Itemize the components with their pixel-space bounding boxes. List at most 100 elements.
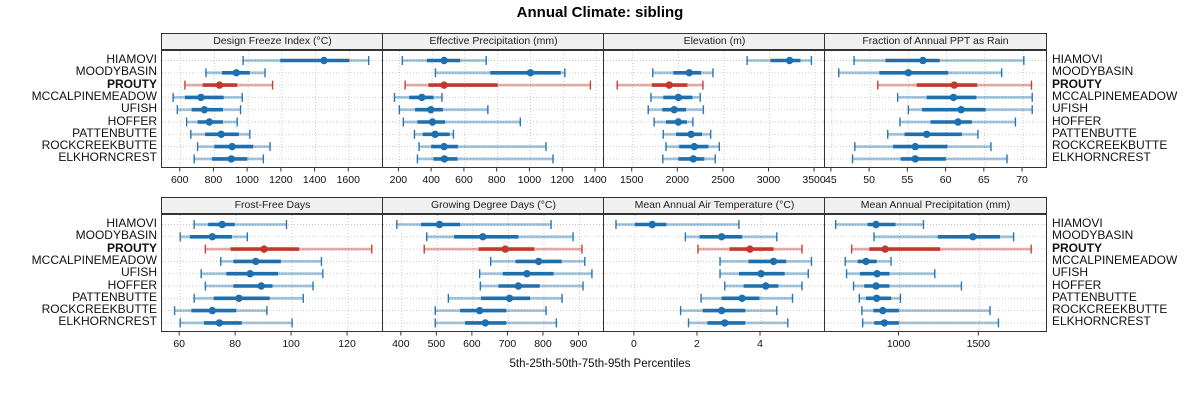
median-dot-hoffer	[428, 118, 437, 126]
median-dot-moodybasin	[717, 233, 726, 241]
tick-label: 1200	[269, 174, 293, 186]
median-dot-moodybasin	[208, 233, 217, 241]
x-axis-frost-free-days: 60 80 100 120	[161, 330, 382, 350]
median-dot-mccalpinemeadow	[674, 93, 683, 102]
site-label-right-hoffer: HOFFER	[1052, 113, 1102, 128]
median-dot-moodybasin	[969, 233, 977, 241]
median-dot-ufish	[427, 106, 435, 114]
median-dot-ufish	[200, 106, 209, 114]
median-dot-hiamovi	[435, 220, 444, 229]
panel-header-effective-precipitation-mm: Effective Precipitation (mm)	[382, 33, 605, 50]
tick-label: 120	[338, 338, 356, 350]
tick-label: 400	[392, 338, 410, 350]
site-label-left-ufish: UFISH	[121, 265, 157, 280]
median-dot-elkhorncrest	[215, 319, 224, 327]
x-axis-label: 5th-25th-50th-75th-95th Percentiles	[509, 358, 691, 370]
tick-label: 800	[534, 338, 552, 350]
tick-label: 70	[1016, 174, 1028, 186]
tick-label: 3500	[802, 174, 826, 186]
median-dot-pattenbutte	[235, 294, 243, 302]
tick-label: 4	[757, 338, 763, 350]
median-dot-elkhorncrest	[689, 155, 698, 163]
median-dot-elkhorncrest	[880, 319, 889, 327]
site-label-left-mccalpinemeadow: MCCALPINEMEADOW	[31, 252, 157, 267]
tick-label: 1000	[235, 174, 259, 186]
tick-label: 2500	[711, 174, 735, 186]
median-dot-hoffer	[872, 282, 880, 290]
x-axis-svg-growing-degree-days-c: 400 500 600 700 800 900	[392, 331, 587, 350]
median-dot-ufish	[757, 270, 765, 278]
site-label-left-hoffer: HOFFER	[107, 113, 157, 128]
tick-label: 60	[173, 338, 185, 350]
x-axis-elevation-m: 1500 2000 2500 3000 3500	[603, 166, 826, 186]
median-dot-moodybasin	[479, 233, 487, 241]
tick-label: 1400	[583, 174, 607, 186]
panel-header-growing-degree-days-c: Growing Degree Days (°C)	[382, 197, 605, 214]
site-label-left-pattenbutte: PATTENBUTTE	[72, 289, 157, 304]
median-dot-ufish	[873, 270, 881, 278]
median-dot-pattenbutte	[505, 294, 514, 302]
median-dot-mccalpinemeadow	[769, 257, 778, 266]
panel-effective-precipitation-mm	[382, 50, 605, 168]
median-dot-prouty	[881, 245, 889, 253]
site-label-left-ufish: UFISH	[121, 101, 157, 116]
site-label-right-prouty: PROUTY	[1052, 76, 1103, 91]
site-label-right-pattenbutte: PATTENBUTTE	[1052, 289, 1137, 304]
median-dot-hiamovi	[320, 56, 328, 65]
x-axis-growing-degree-days-c: 400 500 600 700 800 900	[382, 330, 603, 350]
chart-title: Annual Climate: sibling	[516, 4, 684, 21]
site-label-left-rockcreekbutte: ROCKCREEKBUTTE	[41, 302, 157, 317]
site-label-left-moodybasin: MOODYBASIN	[75, 64, 157, 79]
site-label-right-rockcreekbutte: ROCKCREEKBUTTE	[1052, 138, 1168, 153]
median-dot-rockcreekbutte	[717, 306, 726, 315]
median-dot-mccalpinemeadow	[862, 257, 870, 266]
panel-plot-mean-annual-precipitation-mm	[825, 215, 1046, 331]
median-dot-hoffer	[674, 118, 683, 126]
site-label-left-mccalpinemeadow: MCCALPINEMEADOW	[31, 88, 157, 103]
site-label-right-prouty: PROUTY	[1052, 240, 1103, 255]
site-label-left-moodybasin: MOODYBASIN	[75, 228, 157, 243]
median-dot-pattenbutte	[431, 130, 439, 138]
x-axis-svg-mean-annual-precipitation-mm: 1000 1500	[887, 331, 990, 350]
panel-frost-free-days	[161, 214, 384, 332]
median-dot-mccalpinemeadow	[252, 257, 260, 266]
site-label-left-hoffer: HOFFER	[107, 277, 157, 292]
median-dot-hiamovi	[648, 220, 656, 229]
median-dot-rockcreekbutte	[690, 142, 698, 151]
panel-header-elevation-m: Elevation (m)	[603, 33, 826, 50]
tick-label: 200	[390, 174, 408, 186]
site-label-left-pattenbutte: PATTENBUTTE	[72, 125, 157, 140]
tick-label: 600	[171, 174, 189, 186]
tick-label: 2	[694, 338, 700, 350]
x-axis-svg-elevation-m: 1500 2000 2500 3000 3500	[620, 167, 826, 186]
tick-label: 600	[463, 338, 481, 350]
tick-label: 500	[428, 338, 446, 350]
median-dot-moodybasin	[232, 69, 241, 77]
median-dot-mccalpinemeadow	[534, 257, 543, 266]
median-dot-mccalpinemeadow	[197, 93, 205, 102]
tick-label: 800	[488, 174, 506, 186]
site-label-right-rockcreekbutte: ROCKCREEKBUTTE	[1052, 302, 1168, 317]
site-label-left-prouty: PROUTY	[106, 240, 157, 255]
median-dot-pattenbutte	[738, 294, 746, 302]
median-dot-ufish	[523, 270, 531, 278]
panel-plot-design-freeze-index-c	[162, 51, 383, 167]
median-dot-rockcreekbutte	[475, 306, 484, 315]
median-dot-hoffer	[514, 282, 523, 290]
site-label-left-hiamovi: HIAMOVI	[106, 216, 157, 230]
median-dot-hoffer	[954, 118, 962, 126]
median-dot-hiamovi	[218, 220, 226, 229]
panel-header-mean-annual-precipitation-mm: Mean Annual Precipitation (mm)	[824, 197, 1047, 214]
panel-elevation-m	[603, 50, 826, 168]
panel-plot-growing-degree-days-c	[383, 215, 604, 331]
x-axis-fraction-of-annual-ppt-as-rain: 45 50 55 60 65 70	[824, 166, 1045, 186]
median-dot-rockcreekbutte	[911, 142, 919, 151]
median-dot-hoffer	[205, 118, 214, 126]
median-dot-elkhorncrest	[227, 155, 235, 163]
tick-label: 400	[422, 174, 440, 186]
median-dot-rockcreekbutte	[879, 306, 887, 315]
x-axis-svg-frost-free-days: 60 80 100 120	[173, 331, 356, 350]
median-dot-elkhorncrest	[721, 319, 729, 327]
panel-header-frost-free-days: Frost-Free Days	[161, 197, 384, 214]
